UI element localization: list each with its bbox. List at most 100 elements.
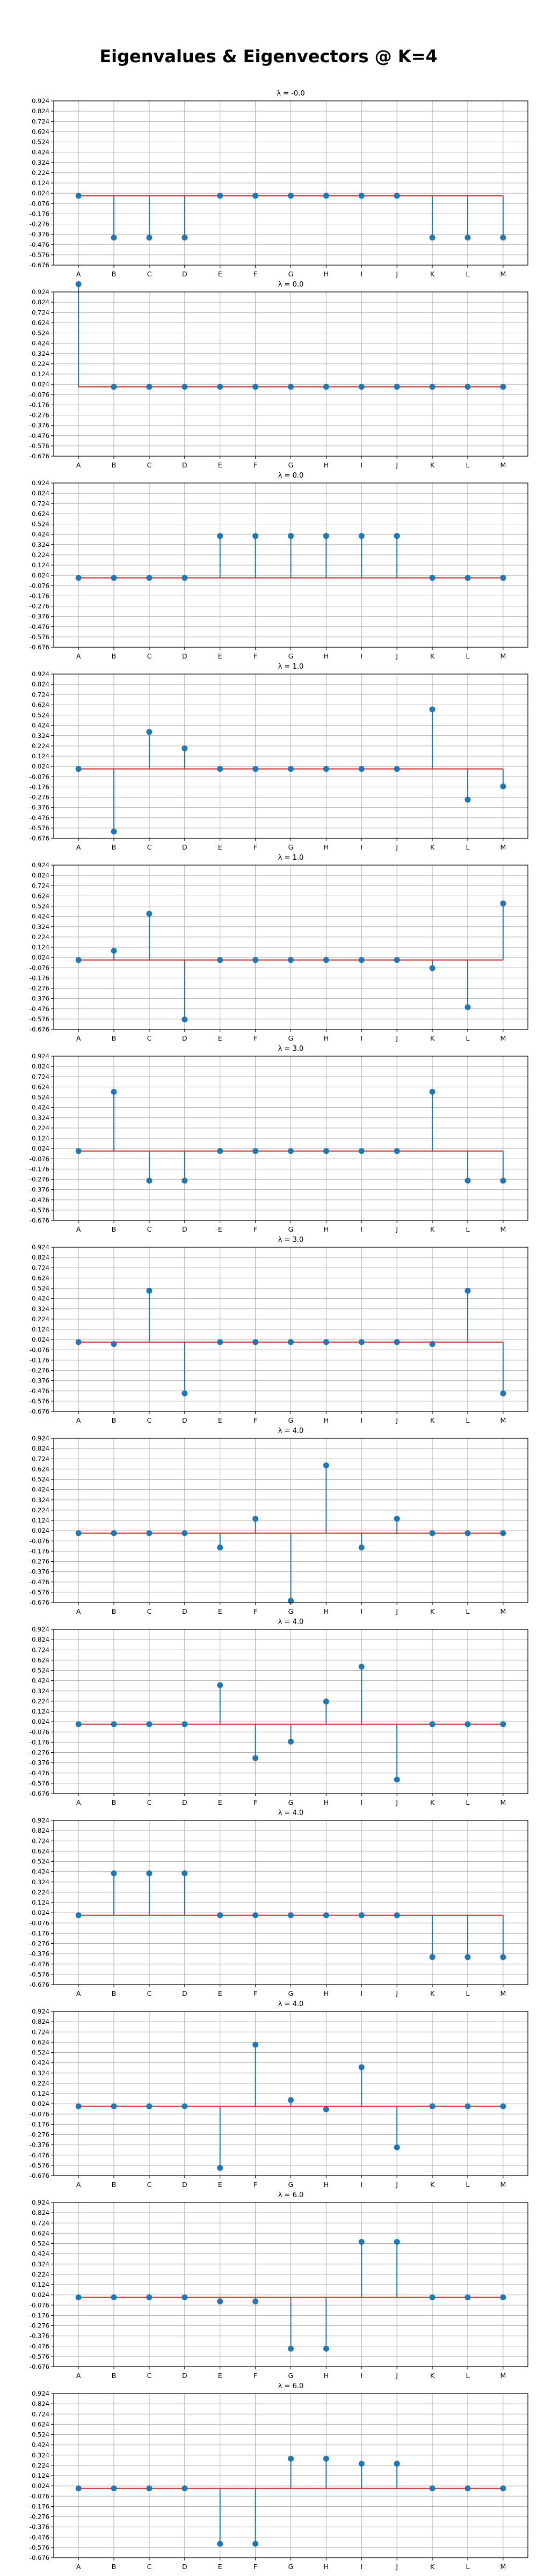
y-tick-label: 0.924: [32, 97, 49, 105]
stem-marker: [182, 2103, 188, 2110]
y-tick-label: 0.624: [32, 2038, 49, 2046]
chart-title: λ = 1.0: [278, 663, 304, 671]
plot-frame: [53, 2011, 528, 2176]
x-tick-label: M: [500, 1607, 506, 1615]
x-tick-label: M: [500, 2563, 506, 2571]
y-tick-label: -0.476: [30, 1387, 49, 1395]
stem-marker: [252, 2041, 259, 2048]
y-tick-label: 0.424: [32, 913, 49, 920]
stem-marker: [323, 1148, 329, 1154]
y-tick-label: 0.824: [32, 2018, 49, 2025]
x-tick-label: J: [395, 652, 398, 660]
stem-marker: [111, 1088, 117, 1095]
chart-title: λ = 4.0: [278, 2000, 304, 2008]
y-tick-label: -0.076: [30, 2301, 49, 2309]
stem-marker: [217, 2298, 223, 2304]
y-tick-label: 0.724: [32, 1073, 49, 1080]
stem-marker: [182, 1390, 188, 1396]
y-tick-label: -0.576: [30, 824, 49, 832]
stem-marker: [288, 1598, 294, 1604]
y-tick-label: 0.224: [32, 169, 49, 177]
stem-chart-8: λ = 4.0 0.924 0.824 0.724 0.624 0.524 0.424 0.3…: [30, 1427, 528, 1615]
x-tick-label: D: [182, 270, 187, 278]
y-tick-label: 0.624: [32, 1083, 49, 1091]
stem-marker: [217, 766, 223, 772]
x-tick-label: G: [288, 1416, 294, 1424]
y-tick-label: 0.224: [32, 360, 49, 368]
y-tick-label: 0.424: [32, 1868, 49, 1876]
x-tick-label: A: [76, 461, 81, 469]
stem-marker: [358, 1339, 365, 1345]
x-tick-label: F: [253, 1416, 257, 1424]
stem-marker: [500, 1390, 506, 1396]
stem-chart-12: λ = 6.0 0.924 0.824 0.724 0.624 0.524 0.424 0.3…: [30, 2191, 528, 2380]
plot-frame: [53, 291, 528, 457]
stem-marker: [252, 957, 259, 963]
y-tick-label: -0.676: [30, 1217, 49, 1224]
y-tick-label: 0.924: [32, 2199, 49, 2206]
y-tick-label: 0.124: [32, 752, 49, 760]
x-tick-label: G: [288, 2563, 294, 2571]
x-tick-label: F: [253, 2372, 257, 2380]
y-tick-label: -0.176: [30, 592, 49, 599]
y-tick-label: -0.076: [30, 582, 49, 589]
y-tick-label: 0.124: [32, 2281, 49, 2288]
x-tick-label: J: [395, 1798, 398, 1806]
x-tick-label: M: [500, 1416, 506, 1424]
x-tick-label: J: [395, 2180, 398, 2189]
stem-marker: [394, 2144, 400, 2150]
plot-frame: [53, 1629, 528, 1794]
chart-title: λ = 0.0: [278, 281, 304, 289]
y-tick-label: 0.824: [32, 1063, 49, 1070]
y-tick-label: -0.076: [30, 1346, 49, 1353]
plot-frame: [53, 1438, 528, 1603]
stem-marker: [217, 384, 223, 390]
chart-title: λ = 4.0: [278, 1809, 304, 1817]
x-tick-label: D: [182, 843, 187, 851]
x-tick-label: D: [182, 2563, 187, 2571]
x-tick-label: E: [218, 1225, 222, 1233]
x-tick-label: K: [430, 270, 435, 278]
x-tick-label: C: [147, 1225, 152, 1233]
stem-marker: [323, 957, 329, 963]
y-tick-label: 0.124: [32, 1135, 49, 1142]
y-tick-label: 0.624: [32, 892, 49, 899]
stem-marker: [394, 1776, 400, 1783]
x-tick-label: B: [112, 1416, 117, 1424]
y-tick-label: 0.024: [32, 1718, 49, 1725]
stem-marker: [146, 911, 153, 917]
x-tick-label: G: [288, 461, 294, 469]
stem-marker: [75, 2485, 82, 2492]
x-tick-label: D: [182, 1798, 187, 1806]
stem-marker: [111, 1341, 117, 1348]
y-tick-label: -0.576: [30, 2544, 49, 2551]
stem-marker: [500, 575, 506, 581]
x-tick-label: H: [324, 1798, 329, 1806]
y-tick-label: -0.676: [30, 1981, 49, 1988]
stem-marker: [323, 2455, 329, 2462]
y-tick-label: 0.324: [32, 2451, 49, 2459]
stem-marker: [394, 1912, 400, 1919]
stem-marker: [182, 1721, 188, 1728]
x-tick-label: D: [182, 2180, 187, 2189]
x-tick-label: B: [112, 1225, 117, 1233]
y-tick-label: -0.076: [30, 1155, 49, 1162]
plot-frame: [53, 100, 528, 266]
x-tick-label: I: [360, 1034, 362, 1042]
stem-marker: [217, 2541, 223, 2547]
stem-marker: [394, 1339, 400, 1345]
y-tick-label: -0.276: [30, 1558, 49, 1565]
y-tick-label: 0.624: [32, 319, 49, 326]
plot-frame: [53, 2202, 528, 2367]
chart-title: λ = 6.0: [278, 2191, 304, 2199]
y-tick-label: -0.276: [30, 2322, 49, 2330]
x-tick-label: A: [76, 2372, 81, 2380]
stem-marker: [358, 1912, 365, 1919]
y-tick-label: -0.276: [30, 985, 49, 992]
y-tick-label: -0.476: [30, 241, 49, 248]
y-tick-label: 0.324: [32, 2069, 49, 2077]
y-tick-label: -0.276: [30, 1176, 49, 1183]
stem-marker: [429, 575, 436, 581]
stem-marker: [288, 533, 294, 539]
y-tick-label: -0.176: [30, 210, 49, 217]
